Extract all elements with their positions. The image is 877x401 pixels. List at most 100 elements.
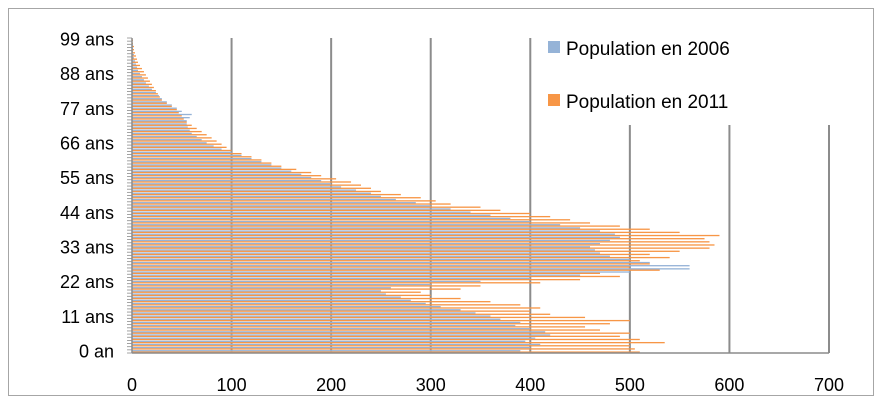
- bar-2011-70: [132, 130, 202, 133]
- bar-2006-69: [132, 132, 192, 135]
- bar-2006-66: [132, 142, 207, 144]
- bar-2011-23: [132, 278, 581, 281]
- bar-2006-76: [132, 110, 182, 113]
- bar-2011-86: [132, 80, 150, 82]
- bar-2011-82: [132, 93, 158, 95]
- bar-2006-87: [132, 76, 142, 78]
- bar-2006-50: [132, 192, 371, 194]
- bar-2011-77: [132, 108, 177, 111]
- bar-2011-28: [132, 263, 650, 265]
- bar-2006-89: [132, 69, 138, 72]
- bar-2011-49: [132, 197, 421, 199]
- bar-2011-43: [132, 215, 551, 218]
- bar-2006-92: [132, 60, 135, 62]
- bar-2011-68: [132, 137, 212, 139]
- bar-2011-47: [132, 203, 451, 205]
- bar-2011-92: [132, 61, 138, 63]
- bar-2006-48: [132, 198, 396, 201]
- bar-2006-56: [132, 173, 302, 176]
- bar-2011-31: [132, 253, 650, 256]
- bar-2011-34: [132, 244, 715, 246]
- bar-2006-60: [132, 161, 262, 163]
- bar-2011-11: [132, 316, 586, 319]
- bar-2006-91: [132, 63, 136, 65]
- bar-2006-80: [132, 98, 162, 100]
- bar-2011-26: [132, 269, 660, 271]
- y-tick-label: 88 ans: [60, 64, 114, 84]
- bar-2011-24: [132, 275, 620, 278]
- bar-2006-34: [132, 243, 600, 245]
- bar-2011-60: [132, 162, 272, 164]
- bar-2006-0: [132, 350, 521, 352]
- bar-2006-8: [132, 324, 516, 327]
- bar-2011-12: [132, 313, 551, 315]
- bar-2006-73: [132, 120, 187, 122]
- y-tick-label: 0 an: [79, 341, 114, 361]
- bar-2006-51: [132, 189, 357, 191]
- bar-2006-67: [132, 139, 202, 141]
- bar-2011-41: [132, 222, 591, 224]
- bar-2006-19: [132, 290, 381, 292]
- bar-2011-80: [132, 99, 162, 101]
- bar-2011-50: [132, 193, 401, 196]
- bar-2011-5: [132, 335, 620, 337]
- bar-2006-5: [132, 334, 551, 336]
- bar-2006-77: [132, 107, 177, 109]
- bar-2006-35: [132, 239, 610, 242]
- x-tick-label-700: 700: [814, 375, 844, 395]
- bar-2011-76: [132, 112, 179, 114]
- bar-2011-20: [132, 288, 461, 290]
- y-tick-label: 55 ans: [60, 168, 114, 188]
- bar-2006-53: [132, 183, 332, 185]
- bar-2006-40: [132, 224, 561, 226]
- bar-2006-26: [132, 268, 690, 270]
- bar-2006-9: [132, 321, 521, 324]
- bar-2011-63: [132, 152, 242, 155]
- bar-2011-59: [132, 165, 282, 167]
- y-tick-label: 11 ans: [61, 307, 114, 327]
- bar-2006-65: [132, 145, 214, 147]
- bar-2011-14: [132, 307, 541, 309]
- bar-2011-18: [132, 294, 431, 297]
- gridlines: [230, 38, 830, 353]
- bar-2006-18: [132, 293, 386, 295]
- bar-2011-15: [132, 304, 521, 306]
- bar-2006-32: [132, 249, 596, 251]
- bar-2011-35: [132, 241, 710, 243]
- bar-2006-84: [132, 85, 149, 87]
- bar-2011-19: [132, 291, 421, 293]
- bar-2011-88: [132, 74, 146, 76]
- bar-2011-90: [132, 67, 142, 70]
- bar-2011-13: [132, 310, 531, 312]
- bar-2011-84: [132, 86, 154, 89]
- y-tick-label: 77 ans: [60, 99, 114, 119]
- bar-2011-51: [132, 190, 381, 193]
- bar-2011-2: [132, 345, 630, 347]
- y-tick-label: 66 ans: [60, 134, 114, 154]
- bar-2011-8: [132, 326, 586, 328]
- bar-2006-31: [132, 252, 600, 254]
- legend-swatch-2006: [548, 41, 560, 53]
- bar-2006-36: [132, 236, 620, 239]
- legend-swatch-2011: [548, 94, 560, 106]
- bar-2006-74: [132, 117, 190, 119]
- bar-2011-44: [132, 212, 531, 215]
- bar-2011-22: [132, 282, 541, 284]
- bar-2006-49: [132, 195, 381, 198]
- bar-2006-17: [132, 296, 401, 298]
- bar-2011-94: [132, 55, 136, 57]
- bar-2006-14: [132, 306, 441, 308]
- bar-2011-72: [132, 124, 192, 126]
- bar-2011-39: [132, 228, 650, 230]
- x-tick-label-300: 300: [416, 375, 446, 395]
- bar-2006-22: [132, 280, 481, 283]
- bar-2006-62: [132, 154, 242, 157]
- bar-2011-81: [132, 96, 160, 98]
- x-tick-label-400: 400: [515, 375, 545, 395]
- bar-2011-48: [132, 200, 436, 202]
- bar-2011-30: [132, 256, 670, 259]
- bar-2006-83: [132, 88, 152, 90]
- bar-2011-89: [132, 71, 144, 73]
- bar-2006-25: [132, 271, 630, 273]
